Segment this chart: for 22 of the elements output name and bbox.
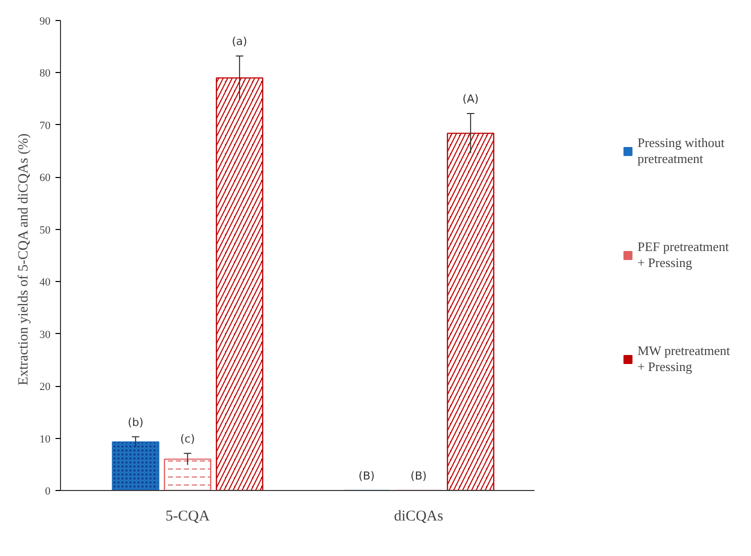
y-tick-label: 30 xyxy=(40,328,51,341)
y-tick-label: 80 xyxy=(40,68,51,80)
legend-label: Pressing without pretreatment xyxy=(637,134,725,168)
y-tick-label: 40 xyxy=(40,276,51,289)
x-tick-label: diCQAs xyxy=(394,508,444,524)
y-tick-label: 60 xyxy=(40,172,51,184)
y-axis-title: Extraction yields of 5-CQA and diCQAs (%) xyxy=(16,133,32,386)
y-tick-label: 10 xyxy=(40,433,51,446)
data-label: (B) xyxy=(410,470,427,483)
y-tick-label: 50 xyxy=(40,224,51,236)
y-tick-label: 70 xyxy=(40,120,51,132)
data-label: (a) xyxy=(232,35,248,48)
data-label: (B) xyxy=(358,470,375,483)
legend-label: MW pretreatment + Pressing xyxy=(637,342,730,376)
y-tick-label: 90 xyxy=(40,16,51,28)
data-label: (c) xyxy=(180,432,195,446)
x-tick-label: 5-CQA xyxy=(165,508,210,524)
y-tick-label: 0 xyxy=(45,486,51,498)
data-label: (A) xyxy=(462,92,479,106)
data-label: (b) xyxy=(128,416,144,429)
y-tick-label: 20 xyxy=(40,381,51,394)
legend-label: PEF pretreatment + Pressing xyxy=(637,238,729,272)
